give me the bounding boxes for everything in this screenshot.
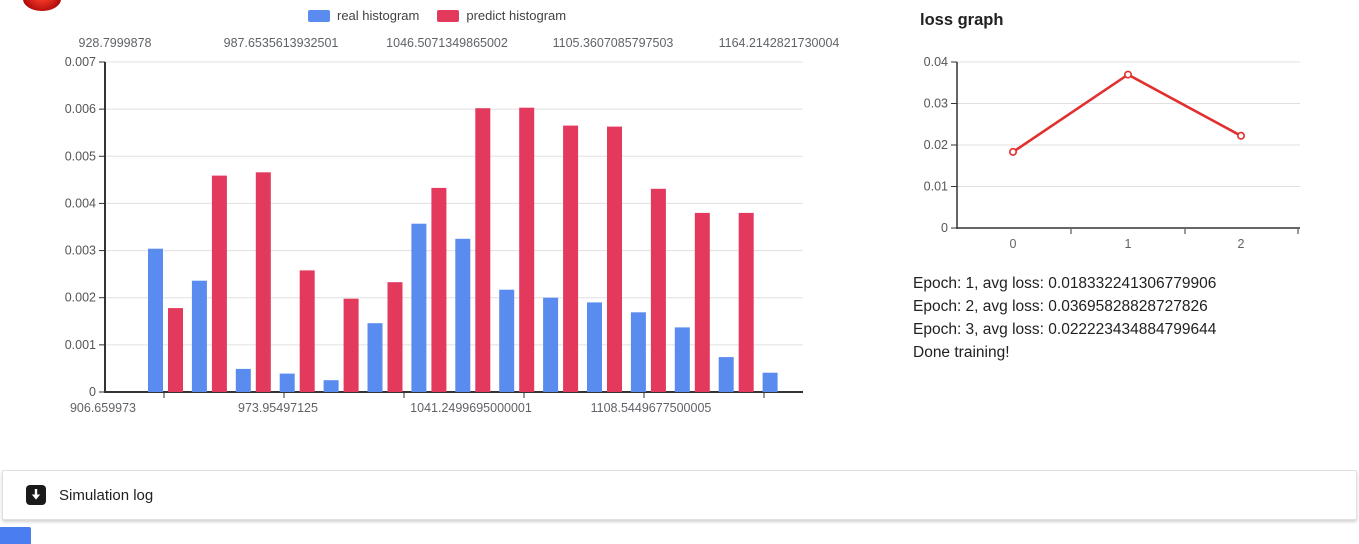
legend-item-real: real histogram [308,8,419,23]
simulation-log-bar[interactable]: Simulation log [2,470,1357,520]
real-histogram-bar [499,289,515,392]
loss-y-tick-label: 0.02 [924,138,948,152]
real-histogram-bar [718,357,734,392]
predict-histogram-bar [607,126,622,392]
loss-x-tick-label: 0 [1010,237,1017,251]
legend-item-predict: predict histogram [437,8,566,23]
predict-histogram-bar [387,282,403,392]
hist-top-axis-label: 1105.3607085797503 [553,36,674,50]
log-line-epoch-1: Epoch: 1, avg loss: 0.018332241306779906 [913,275,1217,292]
log-line-done: Done training! [913,344,1010,361]
hist-y-tick-label: 0.001 [65,338,96,352]
loss-graph-title: loss graph [920,11,1004,29]
simulation-log-label: Simulation log [59,486,154,504]
predict-histogram-bar [738,212,754,392]
real-histogram-bar [674,327,690,392]
hist-y-tick-label: 0.003 [65,244,96,258]
predict-histogram-bar [694,212,710,392]
loss-point-marker [1008,147,1017,156]
loss-y-tick-label: 0 [941,221,948,235]
hist-top-axis-label: 1046.5071349865002 [386,36,508,50]
predict-histogram-bar [431,187,447,392]
hist-top-axis-label: 1164.2142821730004 [719,36,840,50]
predict-histogram-bar [255,172,271,392]
predict-histogram-bar [299,270,315,392]
predict-histogram-bar [211,175,227,392]
loss-line [1012,73,1242,153]
hist-bottom-axis-label: 906.659973 [70,401,136,415]
hist-bottom-axis-label: 1108.5449677500005 [591,401,712,415]
log-line-epoch-2: Epoch: 2, avg loss: 0.03695828828727826 [913,298,1208,315]
real-histogram-bar [543,297,559,392]
partial-red-circle [23,0,61,11]
loss-x-tick-label: 1 [1125,237,1132,251]
loss-y-tick-label: 0.04 [924,55,948,69]
partial-blue-element [0,527,31,544]
hist-y-tick-label: 0.007 [65,55,96,69]
predict-histogram-bar [475,108,491,392]
real-histogram-swatch [308,9,330,22]
training-log: Epoch: 1, avg loss: 0.018332241306779906… [913,272,1216,364]
predict-histogram-bar [343,298,359,392]
real-histogram-bar [411,223,427,392]
hist-top-axis-label: 987.6535613932501 [224,36,339,50]
real-histogram-bar [455,238,471,392]
real-histogram-bar [235,368,251,392]
hist-top-axis-label: 928.7999878 [79,36,152,50]
loss-y-tick-label: 0.01 [924,180,948,194]
legend-label-real: real histogram [337,8,420,23]
hist-bottom-axis-label: 973.95497125 [238,401,318,415]
real-histogram-bar [762,372,778,392]
predict-histogram-bar [650,188,666,392]
real-histogram-bar [279,373,295,392]
hist-y-tick-label: 0 [89,385,96,399]
download-arrow-icon [26,485,46,505]
predict-histogram-swatch [437,9,460,22]
real-histogram-bar [148,248,163,392]
predict-histogram-bar [168,308,183,392]
real-histogram-bar [630,312,646,392]
real-histogram-bar [587,302,602,392]
log-line-epoch-3: Epoch: 3, avg loss: 0.022223434884799644 [913,321,1217,338]
real-histogram-bar [191,280,207,392]
hist-y-tick-label: 0.004 [65,196,96,210]
predict-histogram-bar [563,125,579,392]
hist-y-tick-label: 0.006 [65,102,96,116]
loss-y-tick-label: 0.03 [924,97,948,111]
hist-bottom-axis-label: 1041.2499695000001 [410,401,532,415]
histogram-legend: real histogram predict histogram [308,8,566,23]
real-histogram-bar [367,323,383,392]
predict-histogram-bar [519,107,535,392]
loss-point-marker [1124,70,1133,79]
hist-y-tick-label: 0.002 [65,291,96,305]
loss-point-marker [1237,131,1246,140]
hist-y-tick-label: 0.005 [65,149,96,163]
loss-x-tick-label: 2 [1238,237,1245,251]
legend-label-predict: predict histogram [466,8,567,23]
real-histogram-bar [323,380,339,392]
